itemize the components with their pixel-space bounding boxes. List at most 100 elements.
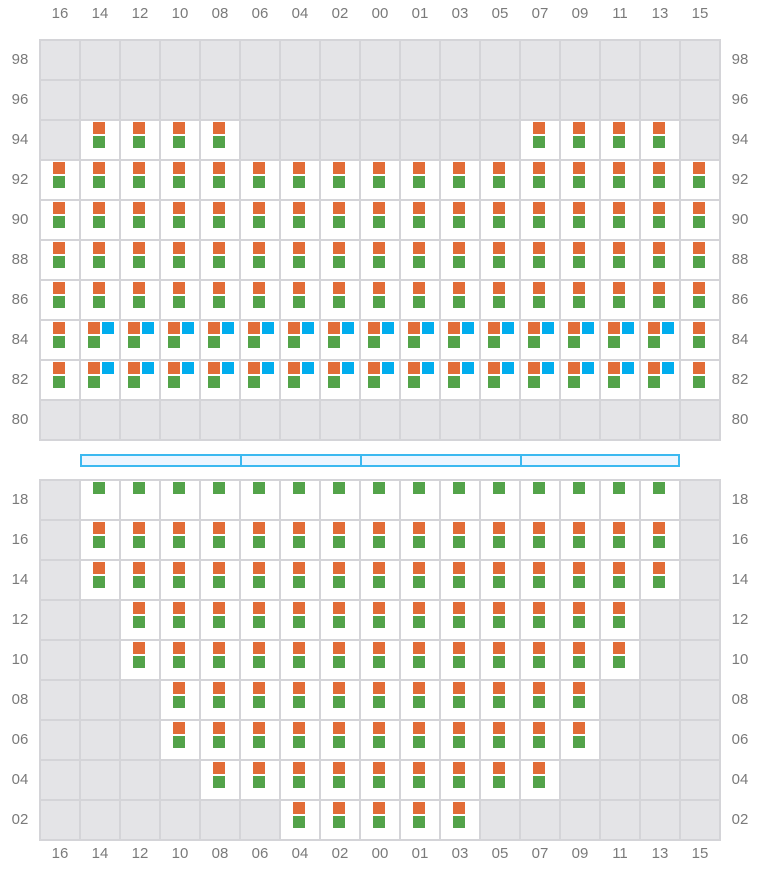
- rack-cell: [120, 200, 160, 240]
- rack-cell: [200, 680, 240, 720]
- green-marker: [373, 776, 385, 788]
- rack-cell: [440, 200, 480, 240]
- orange-marker: [248, 322, 260, 334]
- rack-cell: [640, 200, 680, 240]
- row-label-left: 90: [11, 211, 29, 228]
- rack-cell: [520, 760, 560, 800]
- rack-cell: [480, 600, 520, 640]
- row-label-right: 12: [731, 611, 749, 628]
- row-label-left: 10: [11, 651, 29, 668]
- rack-cell: [560, 720, 600, 760]
- green-marker: [133, 576, 145, 588]
- orange-marker: [293, 722, 305, 734]
- green-marker: [293, 616, 305, 628]
- column-label: 07: [531, 845, 549, 862]
- rack-cell: [120, 360, 160, 400]
- green-marker: [493, 536, 505, 548]
- orange-marker: [493, 202, 505, 214]
- orange-marker: [653, 282, 665, 294]
- empty-cell: [440, 80, 480, 120]
- green-marker: [53, 176, 65, 188]
- orange-marker: [533, 682, 545, 694]
- rack-cell: [360, 240, 400, 280]
- green-marker: [128, 336, 140, 348]
- green-marker: [253, 176, 265, 188]
- orange-marker: [293, 162, 305, 174]
- column-label: 04: [291, 845, 309, 862]
- row-label-right: 82: [731, 371, 749, 388]
- empty-cell: [80, 720, 120, 760]
- empty-cell: [680, 520, 720, 560]
- orange-marker: [493, 602, 505, 614]
- rack-cell: [400, 800, 440, 840]
- orange-marker: [533, 202, 545, 214]
- green-marker: [133, 656, 145, 668]
- empty-cell: [40, 560, 80, 600]
- rack-cell: [480, 520, 520, 560]
- empty-cell: [560, 760, 600, 800]
- orange-marker: [133, 282, 145, 294]
- orange-marker: [533, 602, 545, 614]
- orange-marker: [53, 362, 65, 374]
- green-marker: [133, 136, 145, 148]
- rack-cell: [480, 160, 520, 200]
- blue-marker: [302, 362, 314, 374]
- orange-marker: [373, 762, 385, 774]
- orange-marker: [253, 562, 265, 574]
- green-marker: [368, 376, 380, 388]
- rack-cell: [200, 640, 240, 680]
- green-marker: [413, 176, 425, 188]
- green-marker: [653, 296, 665, 308]
- green-marker: [453, 536, 465, 548]
- rack-cell: [280, 200, 320, 240]
- orange-marker: [493, 642, 505, 654]
- green-marker: [88, 376, 100, 388]
- column-label: 13: [651, 845, 669, 862]
- green-marker: [573, 696, 585, 708]
- green-marker: [413, 776, 425, 788]
- empty-cell: [80, 600, 120, 640]
- orange-marker: [93, 522, 105, 534]
- blue-marker: [222, 322, 234, 334]
- green-marker: [328, 376, 340, 388]
- orange-marker: [133, 522, 145, 534]
- green-marker: [253, 736, 265, 748]
- empty-cell: [400, 400, 440, 440]
- orange-marker: [493, 562, 505, 574]
- green-marker: [208, 336, 220, 348]
- green-marker: [253, 696, 265, 708]
- empty-cell: [160, 760, 200, 800]
- orange-marker: [293, 202, 305, 214]
- orange-marker: [53, 242, 65, 254]
- green-marker: [373, 656, 385, 668]
- green-marker: [173, 576, 185, 588]
- empty-cell: [520, 800, 560, 840]
- orange-marker: [173, 642, 185, 654]
- rack-cell: [120, 600, 160, 640]
- empty-cell: [600, 80, 640, 120]
- rack-cell: [280, 360, 320, 400]
- empty-cell: [320, 400, 360, 440]
- rack-cell: [400, 720, 440, 760]
- green-marker: [493, 616, 505, 628]
- green-marker: [493, 736, 505, 748]
- green-marker: [453, 256, 465, 268]
- rack-cell: [440, 360, 480, 400]
- column-label: 05: [491, 5, 509, 22]
- orange-marker: [173, 722, 185, 734]
- rack-cell: [480, 560, 520, 600]
- orange-marker: [133, 562, 145, 574]
- rack-cell: [160, 600, 200, 640]
- empty-cell: [560, 80, 600, 120]
- green-marker: [208, 376, 220, 388]
- row-label-right: 80: [731, 411, 749, 428]
- empty-cell: [80, 680, 120, 720]
- blue-marker: [542, 322, 554, 334]
- rack-cell: [480, 280, 520, 320]
- empty-cell: [80, 640, 120, 680]
- rack-cell: [240, 160, 280, 200]
- green-marker: [53, 336, 65, 348]
- orange-marker: [168, 362, 180, 374]
- green-marker: [328, 336, 340, 348]
- green-marker: [453, 176, 465, 188]
